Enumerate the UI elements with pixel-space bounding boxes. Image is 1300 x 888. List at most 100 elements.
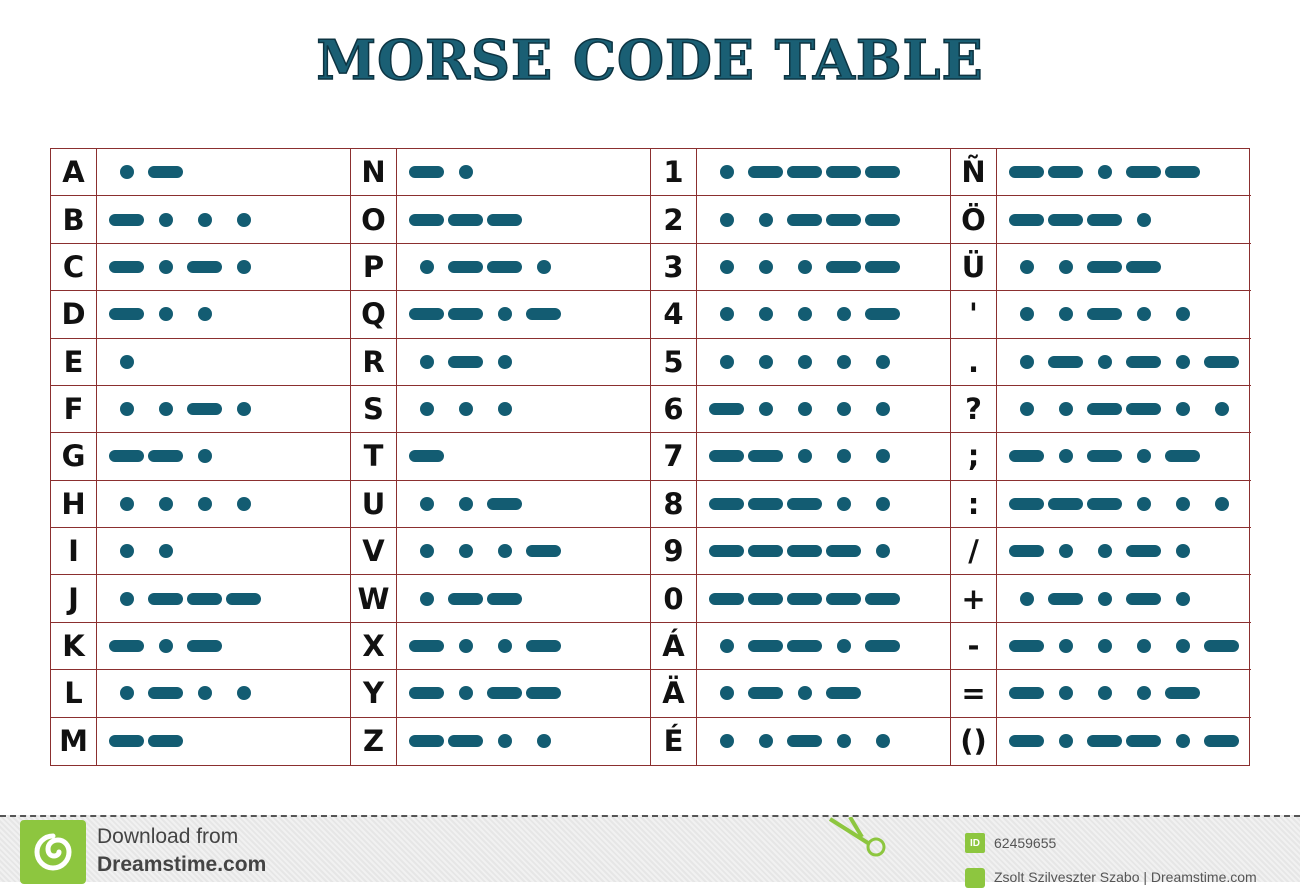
dash-symbol [1009, 735, 1044, 748]
dot-symbol [1137, 686, 1151, 701]
dot-symbol [1020, 354, 1034, 369]
morse-code-cell [997, 386, 1251, 434]
dot-symbol [1137, 639, 1151, 654]
morse-code-cell [97, 528, 351, 576]
dash-symbol [148, 687, 183, 700]
dash-symbol [148, 592, 183, 605]
dash-symbol [1009, 166, 1044, 179]
dot-symbol [798, 354, 812, 369]
dot-symbol [120, 354, 134, 369]
dot-symbol [498, 354, 512, 369]
dash-symbol [1048, 592, 1083, 605]
character-cell: P [351, 243, 397, 292]
morse-code-cell [697, 149, 951, 197]
dash-symbol [448, 735, 483, 748]
morse-code-cell [697, 622, 951, 671]
morse-code-cell [397, 528, 651, 576]
dot-symbol [720, 734, 734, 749]
character-cell: : [951, 480, 997, 529]
dot-symbol [120, 544, 134, 559]
morse-code-cell [697, 575, 951, 623]
dot-symbol [120, 591, 134, 606]
morse-code-cell [397, 670, 651, 718]
dot-symbol [759, 734, 773, 749]
morse-code-cell [697, 385, 951, 434]
author-credit[interactable]: Zsolt Szilveszter Szabo | Dreamstime.com [994, 869, 1257, 885]
morse-code-cell [97, 433, 351, 481]
dot-symbol [459, 165, 473, 180]
dot-symbol [1098, 591, 1112, 606]
dot-symbol [1020, 307, 1034, 322]
character-cell: X [351, 622, 397, 671]
dash-symbol [826, 213, 861, 226]
dot-symbol [537, 734, 551, 749]
dot-symbol [459, 402, 473, 417]
character-cell: Q [351, 291, 397, 339]
dot-symbol [720, 165, 734, 180]
dash-symbol [148, 450, 183, 463]
dot-symbol [1059, 544, 1073, 559]
dash-symbol [187, 260, 222, 273]
dash-symbol [1009, 213, 1044, 226]
dot-symbol [1137, 496, 1151, 511]
dot-symbol [837, 307, 851, 322]
dot-symbol [159, 639, 173, 654]
dash-symbol [448, 355, 483, 368]
dash-symbol [826, 687, 861, 700]
dash-symbol [1087, 308, 1122, 321]
dot-symbol [798, 449, 812, 464]
dot-symbol [837, 639, 851, 654]
dot-symbol [198, 496, 212, 511]
dot-symbol [159, 402, 173, 417]
character-cell: ' [951, 291, 997, 339]
dash-symbol [865, 308, 900, 321]
morse-code-cell [397, 196, 651, 244]
character-cell: J [51, 575, 97, 623]
dot-symbol [459, 544, 473, 559]
dash-symbol [448, 213, 483, 226]
dreamstime-link[interactable]: Dreamstime.com [97, 853, 267, 876]
dash-symbol [148, 166, 183, 179]
morse-code-cell [697, 291, 951, 339]
dash-symbol [1165, 687, 1200, 700]
dot-symbol [720, 259, 734, 274]
dot-symbol [459, 686, 473, 701]
dash-symbol [826, 592, 861, 605]
dot-symbol [720, 307, 734, 322]
dash-symbol [226, 592, 261, 605]
character-cell: T [351, 433, 397, 481]
dot-symbol [1020, 402, 1034, 417]
dot-symbol [159, 259, 173, 274]
dot-symbol [159, 212, 173, 227]
dot-symbol [1137, 307, 1151, 322]
dot-symbol [837, 354, 851, 369]
scissors-icon [828, 817, 886, 857]
dash-symbol [1087, 403, 1122, 416]
dot-symbol [120, 165, 134, 180]
morse-code-cell [697, 196, 951, 244]
dot-symbol [420, 496, 434, 511]
dreamstime-logo-icon[interactable] [20, 820, 86, 884]
dot-symbol [837, 449, 851, 464]
character-cell: N [351, 149, 397, 197]
dash-symbol [487, 592, 522, 605]
character-cell: V [351, 528, 397, 576]
dot-symbol [1215, 402, 1229, 417]
dash-symbol [865, 260, 900, 273]
dot-symbol [1137, 449, 1151, 464]
dot-symbol [198, 307, 212, 322]
dot-symbol [1176, 354, 1190, 369]
dot-symbol [759, 402, 773, 417]
character-cell: Z [351, 717, 397, 765]
character-cell: 3 [651, 243, 697, 292]
dash-symbol [409, 687, 444, 700]
dash-symbol [865, 213, 900, 226]
dash-symbol [709, 545, 744, 558]
morse-code-cell [697, 528, 951, 576]
character-cell: ; [951, 433, 997, 481]
dot-symbol [759, 259, 773, 274]
dash-symbol [709, 450, 744, 463]
dash-symbol [1048, 355, 1083, 368]
dot-symbol [876, 734, 890, 749]
morse-code-cell [397, 575, 651, 623]
